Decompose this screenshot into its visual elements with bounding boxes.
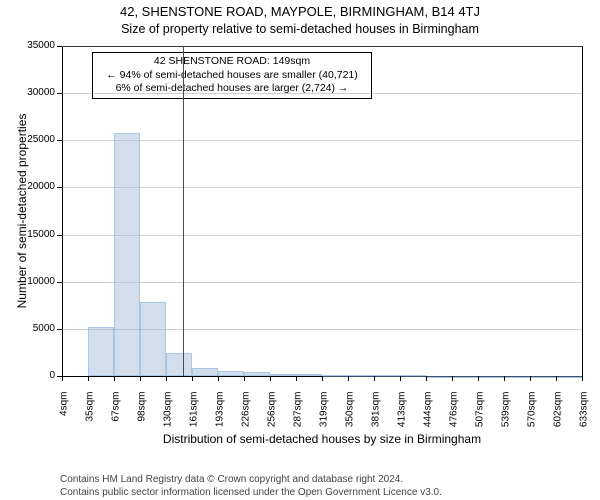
axis-spine [62, 46, 63, 376]
y-tick-label: 0 [17, 370, 55, 381]
histogram-bar [88, 327, 114, 376]
x-tick-label: 507sqm [475, 392, 486, 442]
histogram-bar [322, 375, 348, 377]
x-tick-label: 67sqm [111, 392, 122, 442]
y-tick [57, 140, 62, 141]
x-tick-label: 161sqm [189, 392, 200, 442]
x-tick [270, 376, 271, 381]
x-tick [556, 376, 557, 381]
grid-line [62, 46, 582, 47]
grid-line [62, 140, 582, 141]
x-tick [62, 376, 63, 381]
histogram-bar [270, 374, 296, 376]
y-tick [57, 46, 62, 47]
y-tick [57, 282, 62, 283]
histogram-bar [426, 376, 452, 378]
x-tick-label: 539sqm [501, 392, 512, 442]
grid-line [62, 282, 582, 283]
footer-line-2: Contains public sector information licen… [60, 487, 442, 498]
x-tick-label: 476sqm [449, 392, 460, 442]
x-tick-label: 35sqm [85, 392, 96, 442]
histogram-bar [348, 375, 374, 377]
y-tick [57, 329, 62, 330]
chart-title: 42, SHENSTONE ROAD, MAYPOLE, BIRMINGHAM,… [0, 4, 600, 19]
grid-line [62, 187, 582, 188]
x-tick [504, 376, 505, 381]
x-tick [452, 376, 453, 381]
y-tick-label: 20000 [17, 181, 55, 192]
x-tick [218, 376, 219, 381]
x-tick-label: 226sqm [241, 392, 252, 442]
annotation-box: 42 SHENSTONE ROAD: 149sqm ← 94% of semi-… [92, 52, 372, 99]
footer-line-1: Contains HM Land Registry data © Crown c… [60, 474, 403, 485]
histogram-bar [374, 375, 400, 377]
y-tick [57, 187, 62, 188]
x-tick [478, 376, 479, 381]
histogram-bar [452, 376, 478, 378]
x-tick-label: 413sqm [397, 392, 408, 442]
x-tick-label: 570sqm [527, 392, 538, 442]
x-tick [296, 376, 297, 381]
x-tick [348, 376, 349, 381]
histogram-bar [530, 376, 556, 378]
histogram-bar [504, 376, 530, 378]
histogram-bar [192, 368, 218, 376]
x-tick [88, 376, 89, 381]
y-tick-label: 5000 [17, 323, 55, 334]
y-tick-label: 15000 [17, 229, 55, 240]
x-tick [400, 376, 401, 381]
x-tick-label: 4sqm [59, 392, 70, 442]
histogram-bar [140, 302, 166, 376]
y-tick [57, 93, 62, 94]
grid-line [62, 93, 582, 94]
histogram-bar [400, 375, 426, 377]
histogram-bar [556, 376, 582, 378]
y-tick-label: 35000 [17, 40, 55, 51]
x-tick-label: 602sqm [553, 392, 564, 442]
x-tick [114, 376, 115, 381]
y-tick-label: 30000 [17, 87, 55, 98]
x-tick-label: 98sqm [137, 392, 148, 442]
annotation-line-1: 42 SHENSTONE ROAD: 149sqm [99, 55, 365, 69]
x-tick-label: 350sqm [345, 392, 356, 442]
chart-container: 42, SHENSTONE ROAD, MAYPOLE, BIRMINGHAM,… [0, 0, 600, 500]
x-tick [582, 376, 583, 381]
x-tick [374, 376, 375, 381]
x-tick-label: 444sqm [423, 392, 434, 442]
x-tick-label: 256sqm [267, 392, 278, 442]
x-tick [166, 376, 167, 381]
x-tick [140, 376, 141, 381]
y-tick-label: 25000 [17, 134, 55, 145]
x-tick [244, 376, 245, 381]
histogram-bar [218, 371, 244, 376]
histogram-bar [478, 376, 504, 378]
histogram-bar [166, 353, 192, 376]
x-tick [426, 376, 427, 381]
annotation-line-2: ← 94% of semi-detached houses are smalle… [99, 69, 365, 83]
grid-line [62, 235, 582, 236]
histogram-bar [114, 133, 140, 376]
x-tick-label: 287sqm [293, 392, 304, 442]
x-tick [530, 376, 531, 381]
x-tick-label: 319sqm [319, 392, 330, 442]
histogram-bar [244, 372, 270, 376]
y-tick-label: 10000 [17, 276, 55, 287]
histogram-bar [296, 374, 322, 376]
x-tick-label: 381sqm [371, 392, 382, 442]
axis-spine [582, 46, 583, 376]
x-tick [192, 376, 193, 381]
x-tick-label: 193sqm [215, 392, 226, 442]
x-tick-label: 633sqm [579, 392, 590, 442]
y-tick [57, 235, 62, 236]
x-tick-label: 130sqm [163, 392, 174, 442]
chart-subtitle: Size of property relative to semi-detach… [0, 22, 600, 36]
reference-line [183, 46, 184, 376]
x-tick [322, 376, 323, 381]
